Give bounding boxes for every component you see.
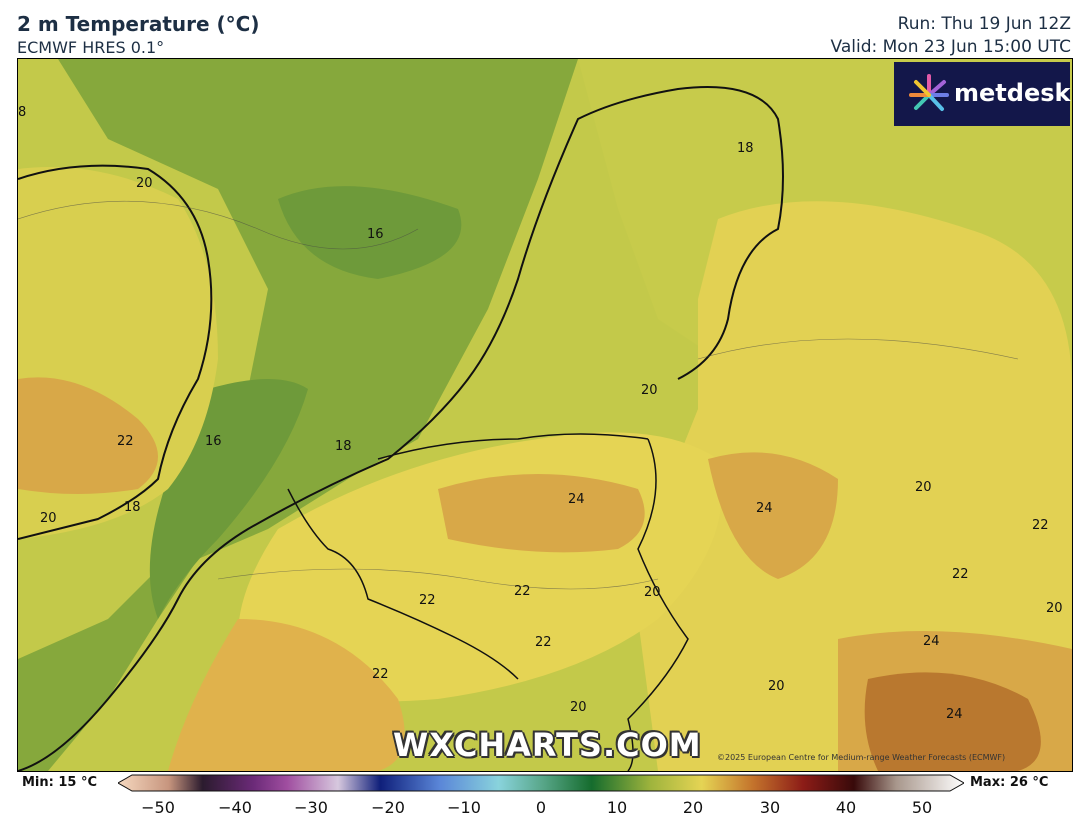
- contour-label: 22: [514, 584, 531, 599]
- coastline-continent: [18, 86, 784, 771]
- border-belgium-germany: [627, 438, 689, 771]
- border-belgium-france: [287, 488, 519, 680]
- contour-label: 24: [923, 634, 940, 649]
- map-canvas: 8 20 16 18 22 16 18 20 18 20 24 24 20 22…: [18, 59, 1072, 771]
- metdesk-logo: metdesk: [894, 62, 1070, 126]
- contour-label: 20: [768, 679, 785, 694]
- contour-label: 20: [644, 585, 661, 600]
- colorbar-max-label: Max: 26 °C: [970, 775, 1049, 790]
- colorbar-min-label: Min: 15 °C: [22, 775, 98, 790]
- contour-label: 22: [117, 434, 134, 449]
- contour-line: [217, 568, 659, 590]
- model-label: ECMWF HRES 0.1°: [17, 38, 165, 57]
- contour-label: 18: [335, 439, 352, 454]
- temperature-map[interactable]: 8 20 16 18 22 16 18 20 18 20 24 24 20 22…: [17, 58, 1073, 772]
- colorbar-tick: 10: [606, 798, 628, 817]
- copyright-notice: ©2025 European Centre for Medium-range W…: [717, 753, 1006, 762]
- contour-line: [18, 200, 419, 250]
- contour-label: 18: [124, 500, 141, 515]
- contour-label: 22: [1032, 518, 1049, 533]
- east-warm-region: [638, 201, 1072, 771]
- contour-label: 22: [372, 667, 389, 682]
- valid-time: Valid: Mon 23 Jun 15:00 UTC: [830, 37, 1071, 57]
- contour-label: 20: [570, 700, 587, 715]
- contour-label: 16: [367, 227, 384, 242]
- contour-label: 22: [419, 593, 436, 608]
- contour-label: 20: [641, 383, 658, 398]
- contour-label: 20: [915, 480, 932, 495]
- contour-label: 8: [18, 105, 26, 120]
- logo-text: metdesk: [954, 79, 1071, 107]
- watermark: WXCHARTS.COM: [393, 726, 702, 764]
- colorbar-tick: 20: [682, 798, 704, 817]
- colorbar-tick: −30: [294, 798, 328, 817]
- england-warm: [18, 377, 158, 494]
- contour-label: 22: [952, 567, 969, 582]
- contour-label: 24: [756, 501, 773, 516]
- colorbar-tick: −50: [141, 798, 175, 817]
- contour-label: 18: [737, 141, 754, 156]
- colorbar-tick: −20: [371, 798, 405, 817]
- colorbar-tick: 30: [759, 798, 781, 817]
- colorbar-body: [118, 774, 964, 792]
- germany-hot-region: [708, 452, 838, 579]
- contour-label: 20: [1046, 601, 1063, 616]
- logo-icon: [909, 74, 949, 111]
- contour-label: 24: [568, 492, 585, 507]
- contour-label: 24: [946, 707, 963, 722]
- southwest-warm: [168, 619, 405, 771]
- contour-line: [697, 338, 1019, 360]
- colorbar-tick: 40: [835, 798, 857, 817]
- coastline-england: [18, 164, 213, 540]
- contour-label: 16: [205, 434, 222, 449]
- belgium-hot-region: [438, 474, 645, 553]
- chart-title: 2 m Temperature (°C): [17, 12, 260, 36]
- coolest-region: [149, 186, 462, 619]
- contour-label: 20: [40, 511, 57, 526]
- colorbar-tick: 50: [911, 798, 933, 817]
- colorbar-tick: −10: [447, 798, 481, 817]
- contour-label: 20: [136, 176, 153, 191]
- run-time: Run: Thu 19 Jun 12Z: [897, 14, 1071, 34]
- border-netherlands-belgium: [377, 433, 649, 460]
- colorbar-tick: −40: [218, 798, 252, 817]
- contour-label: 22: [535, 635, 552, 650]
- southeast-hottest: [864, 672, 1041, 771]
- colorbar-tick: 0: [535, 798, 547, 817]
- colorbar: [118, 774, 964, 792]
